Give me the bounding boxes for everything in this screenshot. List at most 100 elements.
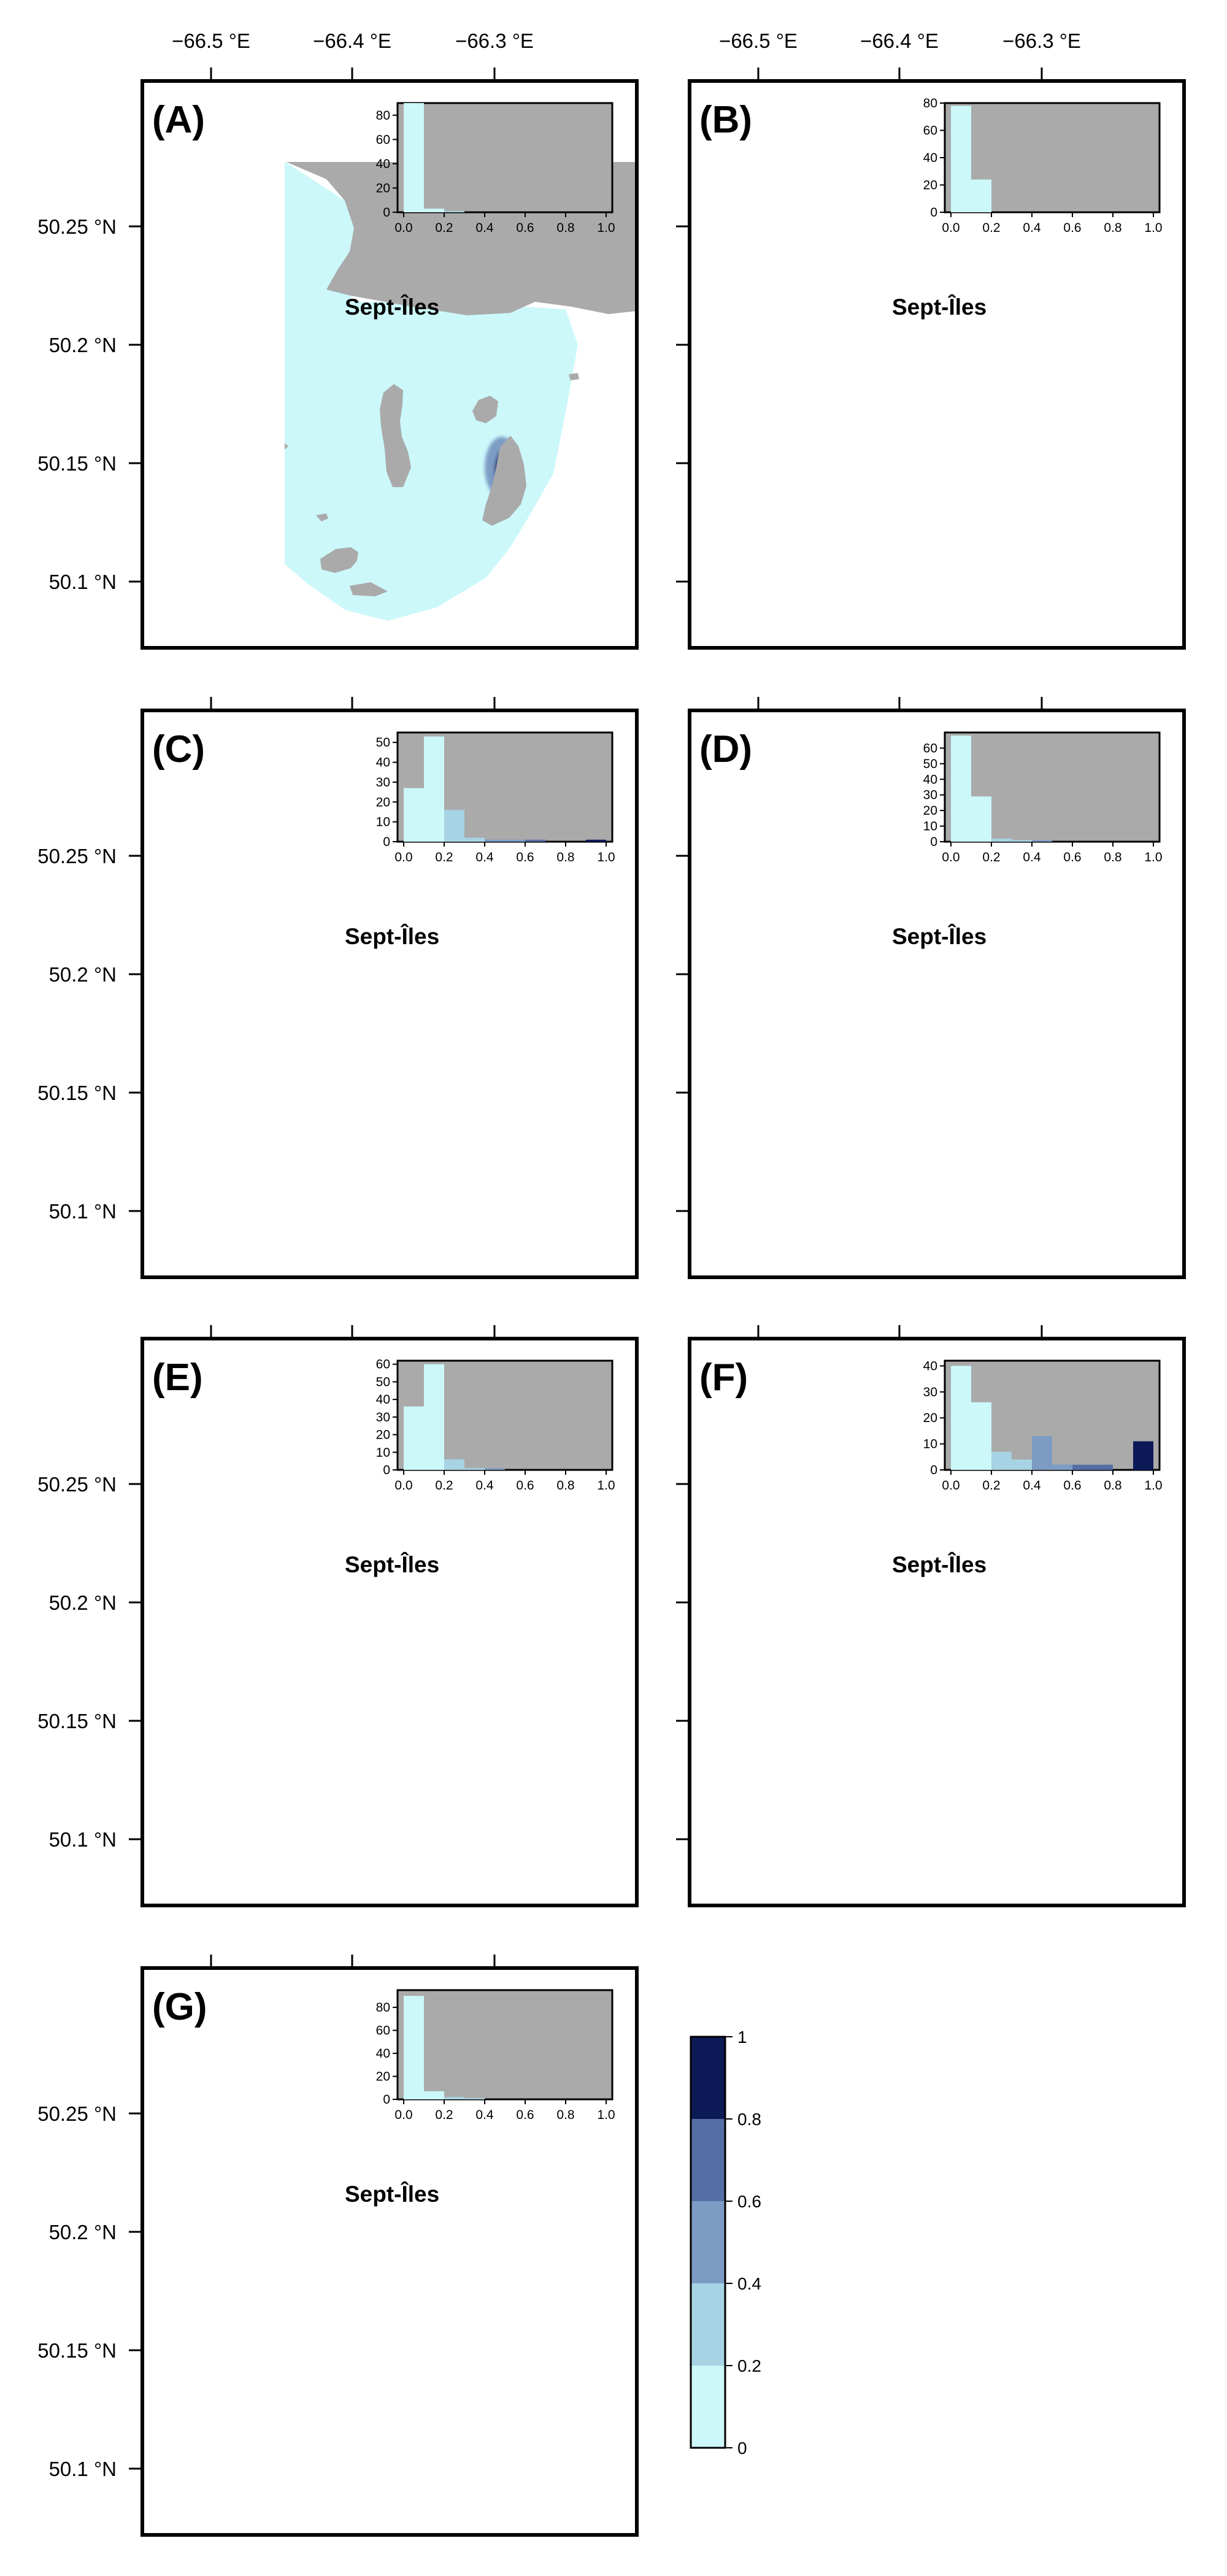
histogram-inset-1: 0 20 40 60 80 0.0 0.2 0.4 0.6 0.8 1.0	[376, 102, 615, 235]
histogram-y-tick: 0	[383, 206, 390, 220]
histogram-y-tick: 50	[923, 757, 937, 771]
histogram-bar	[1012, 840, 1032, 842]
histogram-y-tick: 10	[923, 1437, 937, 1451]
histogram-y-tick: 20	[376, 181, 390, 195]
histogram-x-tick: 0.6	[1063, 1478, 1081, 1493]
histogram-y-tick: 40	[923, 151, 937, 165]
histogram-x-tick: 0.2	[982, 221, 1000, 235]
histogram-y-tick: 40	[376, 1393, 390, 1407]
lat-label-3: 50.15 °N	[37, 452, 117, 475]
panel-label-e: (E)	[152, 1356, 203, 1399]
map-panel-b: (B) Sept-Îles	[688, 79, 1186, 650]
histogram-y-tick: 30	[923, 1385, 937, 1399]
panel-label-f: (F)	[699, 1356, 748, 1399]
histogram-y-tick: 20	[923, 179, 937, 193]
legend-swatch	[691, 2119, 725, 2201]
legend-swatch	[691, 2201, 725, 2283]
legend-label: 0	[737, 2439, 747, 2458]
histogram-y-tick: 20	[376, 795, 390, 809]
histogram-x-tick: 0.2	[435, 1478, 453, 1493]
histogram-bar	[464, 1468, 485, 1470]
histogram-x-tick: 1.0	[1144, 850, 1162, 864]
histogram-x-tick: 0.6	[1063, 850, 1081, 864]
histogram-x-tick: 1.0	[597, 221, 615, 235]
histogram-x-tick: 0.4	[1023, 850, 1041, 864]
histogram-x-tick: 0.4	[1023, 221, 1041, 235]
histogram-y-tick: 60	[376, 133, 390, 147]
histogram-bar	[464, 2098, 485, 2099]
histogram-bar	[1012, 1459, 1032, 1470]
histogram-bar	[505, 839, 525, 842]
histogram-bar	[951, 106, 971, 212]
histogram-bar	[951, 736, 971, 842]
histogram-x-tick: 1.0	[1144, 1478, 1162, 1493]
histogram-y-tick: 40	[923, 1359, 937, 1373]
histogram-x-tick: 0.8	[556, 2108, 574, 2122]
panel-label-d: (D)	[699, 728, 752, 771]
histogram-y-tick: 10	[376, 815, 390, 829]
lon-axis-top: −66.5 °E −66.4 °E −66.3 °E −66.5 °E −66.…	[172, 29, 1081, 81]
histogram-x-tick: 0.4	[475, 850, 494, 864]
histogram-y-tick: 40	[923, 772, 937, 786]
histogram-y-tick: 20	[923, 1411, 937, 1425]
histogram-y-tick: 80	[376, 109, 390, 123]
histogram-x-tick: 0.6	[516, 2108, 534, 2122]
lon-label-3: −66.3 °E	[455, 29, 534, 52]
histogram-y-tick: 80	[376, 2001, 390, 2015]
panel-label-g: (G)	[152, 1986, 207, 2028]
histogram-y-tick: 10	[376, 1445, 390, 1459]
histogram-bar	[404, 1406, 424, 1470]
histogram-y-tick: 0	[383, 2093, 390, 2107]
histogram-x-tick: 0.0	[942, 1478, 960, 1493]
histogram-y-tick: 0	[930, 835, 937, 849]
histogram-bar	[971, 1402, 991, 1470]
histogram-frame	[396, 1989, 614, 2101]
lat-label-3: 50.15 °N	[37, 2339, 117, 2362]
histogram-bar	[404, 1996, 424, 2099]
histogram-x-tick: 0.8	[556, 1478, 574, 1493]
panel-label-c: (C)	[152, 728, 205, 771]
city-label-sept-iles: Sept-Îles	[345, 923, 439, 949]
histogram-x-tick: 0.6	[516, 221, 534, 235]
lat-label-2: 50.2 °N	[49, 2221, 117, 2243]
histogram-y-tick: 20	[376, 2070, 390, 2084]
legend-label: 0.6	[737, 2192, 761, 2211]
histogram-x-tick: 0.4	[475, 2108, 494, 2122]
histogram-frame	[396, 102, 614, 213]
histogram-inset-7: 0 20 40 60 80 0.0 0.2 0.4 0.6 0.8 1.0	[376, 1989, 615, 2122]
lat-label-1: 50.25 °N	[37, 845, 117, 867]
lat-label-3: 50.15 °N	[37, 1082, 117, 1104]
panel-label-a: (A)	[152, 99, 205, 141]
histogram-bar	[586, 839, 606, 842]
histogram-y-tick: 20	[923, 804, 937, 818]
histogram-y-tick: 0	[930, 206, 937, 220]
city-label-sept-iles: Sept-Îles	[345, 1551, 439, 1577]
histogram-x-tick: 0.8	[556, 221, 574, 235]
lat-label-4: 50.1 °N	[49, 1200, 117, 1223]
histogram-y-tick: 20	[376, 1428, 390, 1442]
lon-label-2: −66.4 °E	[313, 29, 391, 52]
lat-label-4: 50.1 °N	[49, 571, 117, 593]
histogram-x-tick: 0.4	[1023, 1478, 1041, 1493]
histogram-x-tick: 0.2	[435, 2108, 453, 2122]
lon-label-4: −66.5 °E	[719, 29, 798, 52]
histogram-bar	[444, 2097, 464, 2099]
map-panel-c: (C) Sept-Îles	[140, 709, 639, 1279]
histogram-inset-6: 0 10 20 30 40 0.0 0.2 0.4 0.6 0.8 1.0	[923, 1359, 1163, 1493]
lon-label-1: −66.5 °E	[172, 29, 250, 52]
map-panel-a: (A) Sept-Îles	[140, 79, 639, 650]
histogram-bar	[1133, 1441, 1153, 1470]
histogram-x-tick: 0.8	[1104, 1478, 1121, 1493]
lat-label-2: 50.2 °N	[49, 334, 117, 356]
histogram-y-tick: 0	[930, 1463, 937, 1477]
city-label-sept-iles: Sept-Îles	[345, 2181, 439, 2207]
histogram-x-tick: 0.6	[516, 850, 534, 864]
lat-axis: 50.25 °N 50.2 °N 50.15 °N 50.1 °N 50.25 …	[37, 215, 690, 2480]
histogram-x-tick: 0.8	[1104, 221, 1121, 235]
histogram-bar	[1072, 1464, 1093, 1470]
legend-label: 0.2	[737, 2356, 761, 2375]
legend-swatch	[691, 2037, 725, 2119]
histogram-bar	[1032, 840, 1052, 842]
